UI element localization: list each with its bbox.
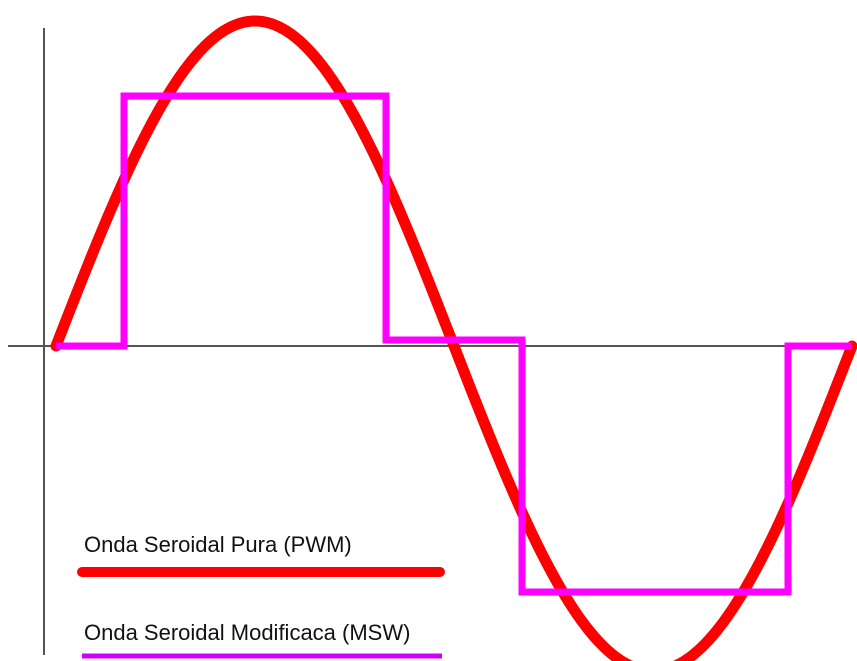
pure-sine-wave [50,15,857,661]
modified-sine-wave [56,92,852,596]
legend-label-modified-sine: Onda Seroidal Modificaca (MSW) [84,620,410,645]
legend-label-pure-sine: Onda Seroidal Pura (PWM) [84,532,352,557]
